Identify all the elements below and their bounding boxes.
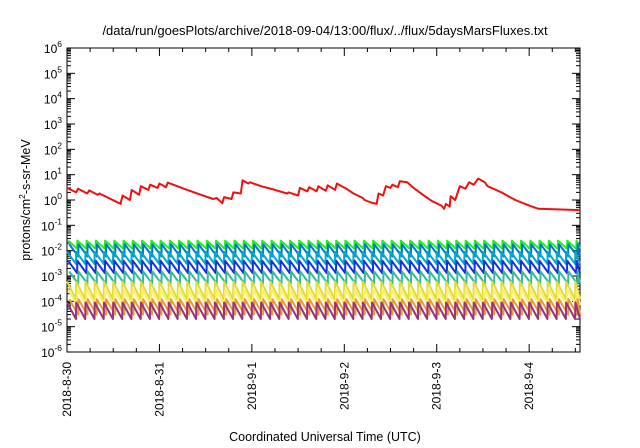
series-line-7 xyxy=(66,280,581,301)
y-tick-label: 100 xyxy=(44,191,62,208)
y-tick-labels: 10-6 10-5 10-4 10-3 10-2 10-1 100 101 102 103 104 1… xyxy=(41,39,62,360)
series-line-2 xyxy=(67,239,581,250)
series-line-5 xyxy=(67,259,581,275)
y-tick-label: 106 xyxy=(44,39,62,56)
series-line-3 xyxy=(68,243,581,258)
y-tick-label: 10-6 xyxy=(41,343,62,360)
x-tick-label: 2018-9-4 xyxy=(522,362,536,410)
y-tick-label: 10-2 xyxy=(41,242,62,259)
x-tick-label: 2018-8-30 xyxy=(60,362,74,417)
y-tick-label: 105 xyxy=(44,64,62,81)
y-axis-label-post: -s-sr-MeV xyxy=(19,139,33,195)
y-tick-label: 101 xyxy=(44,166,62,183)
y-tick-label: 10-1 xyxy=(41,216,62,233)
y-tick-label: 104 xyxy=(44,90,62,107)
y-tick-label: 10-5 xyxy=(41,318,62,335)
y-axis-label-pre: protons/cm xyxy=(19,199,33,261)
x-tick-label: 2018-9-1 xyxy=(245,362,259,410)
y-tick-label: 102 xyxy=(44,140,62,157)
series-line-4 xyxy=(66,250,581,265)
x-tick-label: 2018-9-3 xyxy=(430,362,444,410)
x-tick-label: 2018-8-31 xyxy=(152,362,166,417)
x-axis-label: Coordinated Universal Time (UTC) xyxy=(229,430,421,444)
y-axis-label: protons/cm2-s-sr-MeV xyxy=(17,139,33,261)
x-tick-labels: 2018-8-30 2018-8-31 2018-9-1 2018-9-2 2018-9… xyxy=(60,362,536,417)
chart-title: /data/run/goesPlots/archive/2018-09-04/1… xyxy=(102,23,548,38)
series-line-10 xyxy=(66,301,581,320)
y-tick-label: 103 xyxy=(44,115,62,132)
series-layer xyxy=(66,177,581,320)
series-line-8 xyxy=(67,288,581,307)
x-tick-label: 2018-9-2 xyxy=(337,362,351,410)
y-axis-label-sup: 2 xyxy=(17,194,27,199)
series-line-6 xyxy=(68,270,581,285)
y-tick-label: 10-4 xyxy=(41,292,62,309)
plot-area xyxy=(66,47,581,353)
series-line-1 xyxy=(66,177,581,212)
y-tick-label: 10-3 xyxy=(41,267,62,284)
